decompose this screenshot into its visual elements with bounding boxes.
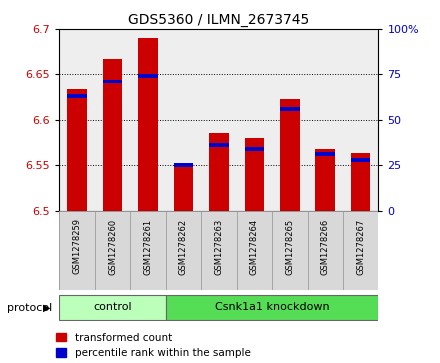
Bar [272,211,308,290]
Text: GSM1278262: GSM1278262 [179,219,188,274]
Text: Csnk1a1 knockdown: Csnk1a1 knockdown [215,302,330,312]
Bar [280,99,300,211]
Bar [315,152,335,156]
Bar [67,89,87,211]
Bar [103,80,122,83]
Bar [130,211,166,290]
Bar [166,295,378,320]
Bar [59,211,95,290]
Text: protocol: protocol [7,303,52,313]
Bar [209,143,229,147]
Bar [59,295,166,320]
Text: GSM1278261: GSM1278261 [143,219,153,274]
Bar [237,211,272,290]
Text: GSM1278263: GSM1278263 [214,219,224,274]
Text: GSM1278259: GSM1278259 [73,219,82,274]
Text: GSM1278265: GSM1278265 [285,219,294,274]
Bar [245,147,264,151]
Text: GSM1278264: GSM1278264 [250,219,259,274]
Bar [315,149,335,211]
Bar [308,211,343,290]
Legend: transformed count, percentile rank within the sample: transformed count, percentile rank withi… [56,333,250,358]
Bar [138,38,158,211]
Bar [201,211,237,290]
Bar [95,211,130,290]
Bar [245,138,264,211]
Bar [343,211,378,290]
Bar [174,165,193,211]
Bar [280,107,300,111]
Bar [351,158,370,162]
Bar [67,94,87,98]
Text: control: control [93,302,132,312]
Text: GSM1278266: GSM1278266 [321,219,330,274]
Bar [209,133,229,211]
Bar [103,59,122,211]
Text: ▶: ▶ [43,303,51,313]
Text: GSM1278260: GSM1278260 [108,219,117,274]
Bar [174,163,193,167]
Text: GSM1278267: GSM1278267 [356,219,365,274]
Bar [166,211,201,290]
Bar [351,153,370,211]
Title: GDS5360 / ILMN_2673745: GDS5360 / ILMN_2673745 [128,13,309,26]
Bar [138,74,158,78]
